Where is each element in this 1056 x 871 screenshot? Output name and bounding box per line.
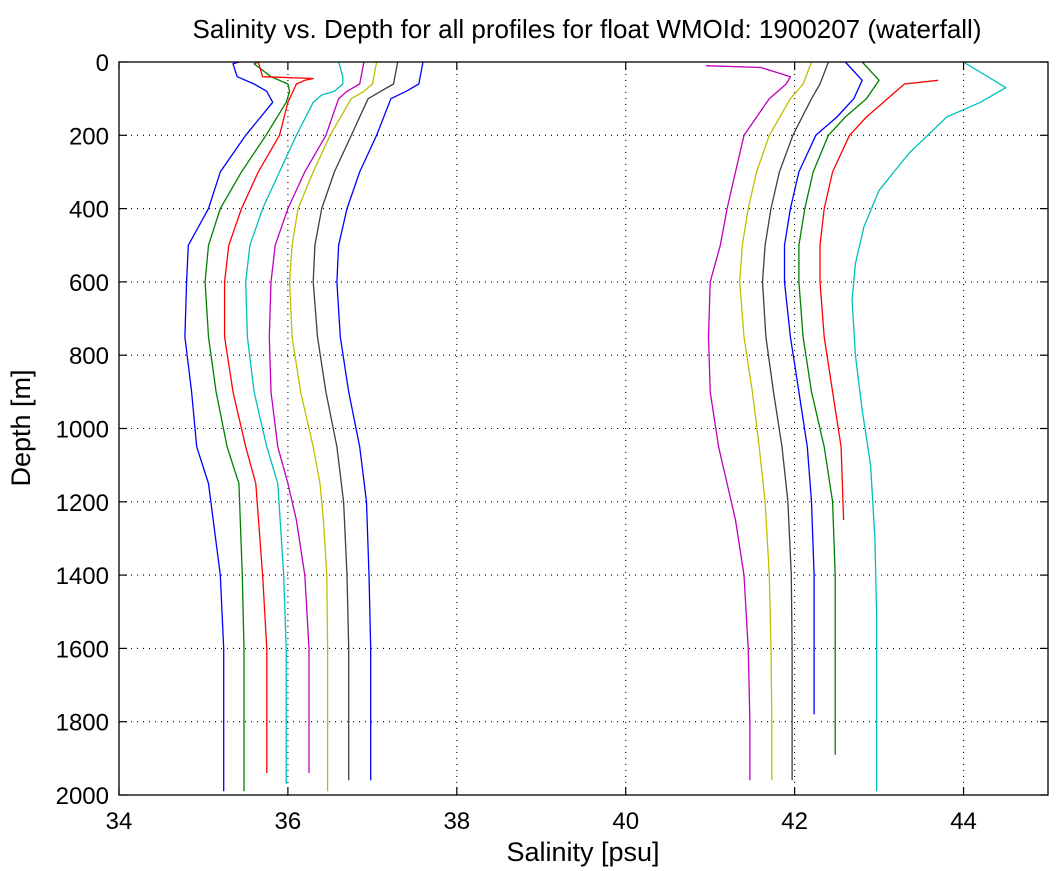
y-tick-label: 1600 <box>56 636 109 663</box>
profile-line-11 <box>761 61 830 781</box>
y-tick-label: 1400 <box>56 563 109 590</box>
profile-line-2 <box>204 61 291 792</box>
profile-line-6 <box>288 61 378 792</box>
y-tick-label: 800 <box>69 343 109 370</box>
y-axis-label: Depth [m] <box>6 369 36 486</box>
profile-line-5 <box>268 61 365 773</box>
profile-line-8 <box>336 61 424 781</box>
y-tick-label: 600 <box>69 270 109 297</box>
y-tick-label: 200 <box>69 123 109 150</box>
y-tick-label: 1800 <box>56 710 109 737</box>
profile-line-15 <box>851 61 1007 792</box>
x-tick-label: 38 <box>443 808 470 835</box>
grid-lines <box>119 62 1048 795</box>
y-tick-label: 1000 <box>56 417 109 444</box>
x-axis-label: Salinity [psu] <box>506 837 659 867</box>
x-tick-labels: 34 36 38 40 42 44 <box>106 808 977 835</box>
y-tick-label: 0 <box>96 50 109 77</box>
series-group <box>184 61 1007 792</box>
y-tick-label: 1200 <box>56 490 109 517</box>
x-tick-label: 36 <box>275 808 302 835</box>
profile-line-10 <box>739 61 813 781</box>
y-tick-label: 2000 <box>56 783 109 810</box>
y-tick-label: 400 <box>69 197 109 224</box>
x-tick-label: 34 <box>106 808 133 835</box>
profile-line-4 <box>245 61 344 784</box>
profile-line-13 <box>798 61 880 755</box>
tick-marks <box>118 61 1048 796</box>
profile-line-7 <box>312 61 399 781</box>
y-tick-labels: 0 200 400 600 800 1000 1200 1400 1600 1800 2000 <box>56 50 109 810</box>
x-tick-label: 42 <box>781 808 808 835</box>
x-tick-label: 44 <box>950 808 977 835</box>
profile-line-14 <box>819 79 939 521</box>
profile-line-12 <box>783 61 863 715</box>
chart-title: Salinity vs. Depth for all profiles for … <box>193 14 982 44</box>
profile-line-3 <box>223 61 314 773</box>
profile-line-1 <box>184 61 274 792</box>
x-tick-label: 40 <box>612 808 639 835</box>
profile-line-9 <box>705 65 792 781</box>
